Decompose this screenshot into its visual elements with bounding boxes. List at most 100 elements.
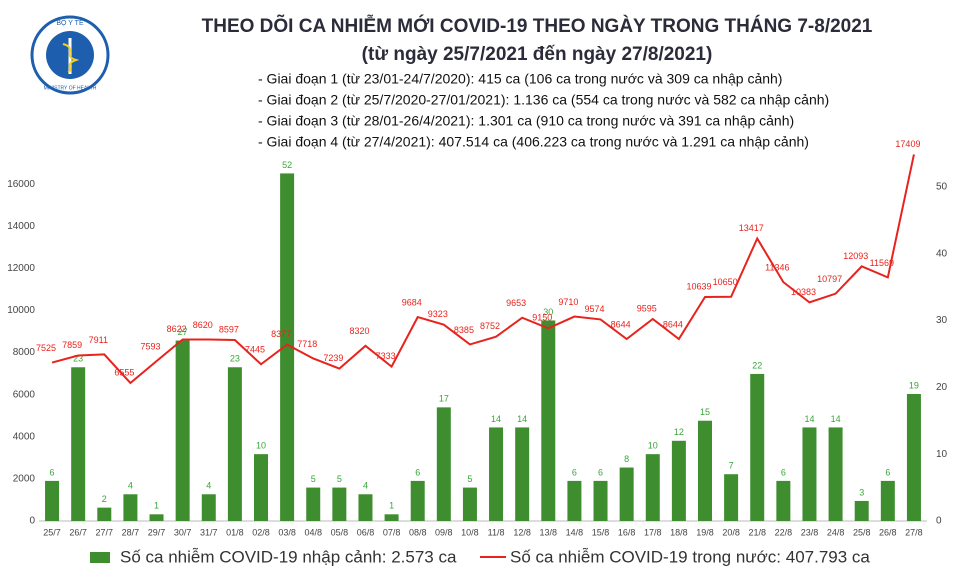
bar — [45, 480, 60, 521]
bar — [567, 480, 582, 521]
y-tick-label: 0 — [29, 516, 35, 527]
annotation: - Giai đoạn 3 (từ 28/01-26/4/2021): 1.30… — [258, 113, 794, 129]
annotation: - Giai đoạn 4 (từ 27/4/2021): 407.514 ca… — [258, 134, 809, 150]
bar-label: 22 — [752, 360, 762, 370]
line-label: 7525 — [36, 343, 56, 353]
x-tick-label: 16/8 — [618, 527, 636, 537]
x-tick-label: 14/8 — [566, 527, 584, 537]
x-tick-label: 27/7 — [96, 527, 114, 537]
bar — [854, 500, 869, 521]
bar — [149, 514, 164, 521]
y2-tick-label: 50 — [936, 181, 948, 192]
bar-label: 3 — [859, 487, 864, 497]
bar-label: 7 — [729, 461, 734, 471]
line-label: 9653 — [506, 298, 526, 308]
bar — [436, 407, 451, 521]
line-label: 13417 — [739, 223, 764, 233]
bar — [750, 373, 765, 521]
line-label: 8622 — [167, 324, 187, 334]
bar-label: 14 — [804, 414, 814, 424]
y-tick-label: 16000 — [7, 179, 35, 190]
x-tick-label: 25/8 — [853, 527, 871, 537]
line-label: 10383 — [791, 287, 816, 297]
line-label: 8385 — [454, 325, 474, 335]
bar-label: 1 — [154, 501, 159, 511]
y-tick-label: 10000 — [7, 305, 35, 316]
bar — [828, 427, 843, 521]
x-tick-label: 31/7 — [200, 527, 218, 537]
line — [51, 154, 915, 385]
line-label: 6555 — [114, 367, 134, 377]
x-tick-label: 29/7 — [148, 527, 166, 537]
bar-label: 6 — [415, 467, 420, 477]
bar — [541, 320, 556, 521]
line-label: 7445 — [245, 345, 265, 355]
annotation: - Giai đoạn 1 (từ 23/01-24/7/2020): 415 … — [258, 71, 782, 87]
x-tick-label: 18/8 — [670, 527, 688, 537]
bar-label: 10 — [256, 441, 266, 451]
bar-label: 14 — [517, 414, 527, 424]
bar — [698, 420, 712, 521]
x-tick-label: 20/8 — [722, 527, 740, 537]
bar — [71, 367, 86, 521]
bar — [645, 454, 660, 521]
x-tick-label: 01/8 — [226, 527, 244, 537]
bar-label: 6 — [572, 467, 577, 477]
bar — [724, 474, 739, 521]
x-tick-label: 04/8 — [304, 527, 322, 537]
line-label: 7718 — [297, 339, 317, 349]
bar — [906, 393, 921, 521]
bar — [462, 487, 477, 521]
y-tick-label: 12000 — [7, 263, 35, 274]
bar-label: 4 — [206, 481, 211, 491]
line-label: 7333 — [376, 351, 396, 361]
y-tick-label: 14000 — [7, 221, 35, 232]
y2-tick-label: 30 — [936, 315, 948, 326]
line-label: 10797 — [817, 274, 842, 284]
bar-label: 12 — [674, 427, 684, 437]
bar-label: 30 — [543, 307, 553, 317]
bar-label: 6 — [885, 467, 890, 477]
x-tick-label: 24/8 — [827, 527, 845, 537]
logo-snake — [62, 43, 80, 73]
line-label: 8377 — [271, 329, 291, 339]
legend-label: Số ca nhiễm COVID-19 nhập cảnh: 2.573 ca — [120, 547, 457, 566]
x-tick-label: 15/8 — [592, 527, 610, 537]
y-tick-label: 8000 — [13, 347, 36, 358]
bar — [332, 487, 347, 521]
bar — [201, 494, 216, 521]
line-label: 7911 — [89, 335, 108, 345]
bar-label: 14 — [831, 414, 841, 424]
bar-label: 23 — [73, 354, 83, 364]
line-label: 8644 — [611, 319, 631, 329]
x-tick-label: 17/8 — [644, 527, 662, 537]
bar — [358, 494, 373, 521]
x-tick-label: 25/7 — [43, 527, 61, 537]
bar-label: 10 — [648, 441, 658, 451]
x-tick-label: 06/8 — [357, 527, 375, 537]
bar-label: 15 — [700, 407, 710, 417]
line-label: 11569 — [870, 258, 894, 268]
logo-text: MINISTRY OF HEALTH — [44, 85, 97, 91]
line-label: 12093 — [843, 251, 868, 261]
x-tick-label: 19/8 — [696, 527, 714, 537]
x-tick-label: 09/8 — [435, 527, 453, 537]
bar-label: 17 — [439, 394, 449, 404]
bar — [593, 480, 608, 521]
line-label: 7859 — [62, 340, 82, 350]
bar — [489, 427, 504, 521]
bar-label: 5 — [311, 474, 316, 484]
bar-label: 27 — [178, 327, 188, 337]
bar — [384, 514, 399, 521]
bar — [880, 480, 895, 521]
bar — [410, 480, 425, 521]
bar-label: 19 — [909, 380, 919, 390]
bar — [306, 487, 321, 521]
bar — [280, 173, 295, 521]
bar-label: 5 — [337, 474, 342, 484]
logo: BỘ Y TẾ MINISTRY OF HEALTH — [30, 15, 110, 95]
line-label: 8320 — [349, 326, 369, 336]
y2-tick-label: 20 — [936, 382, 948, 393]
chart-subtitle: (từ ngày 25/7/2021 đến ngày 27/8/2021) — [362, 44, 713, 65]
